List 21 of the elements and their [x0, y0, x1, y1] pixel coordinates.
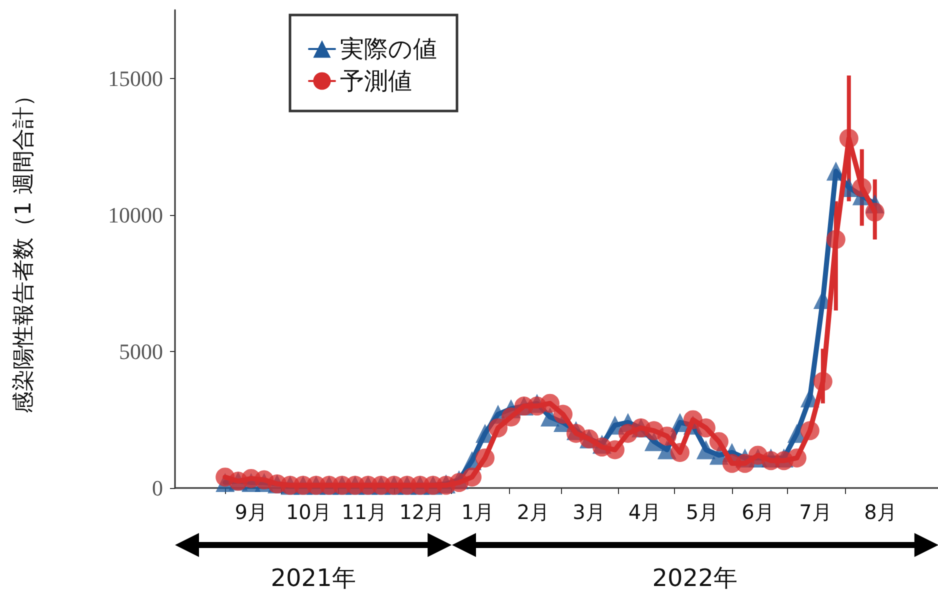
y-axis-title: 感染陽性報告者数（1 週間合計）: [12, 84, 36, 414]
x-tick-label: 1月: [461, 500, 494, 524]
y-tick-label: 10000: [108, 202, 163, 228]
legend-label: 実際の値: [340, 35, 437, 63]
x-tick-label: 4月: [628, 500, 662, 524]
text: 2021年: [270, 563, 356, 593]
x-tick-label: 10月: [286, 500, 332, 524]
y-tick-label: 5000: [119, 338, 163, 364]
x-tick-label: 12月: [399, 500, 445, 524]
legend-label: 予測値: [340, 67, 412, 95]
x-tick-label: 8月: [864, 500, 897, 524]
x-tick-label: 6月: [742, 500, 774, 524]
y-tick-label: 15000: [108, 66, 163, 91]
x-tick-label: 2月: [516, 500, 550, 524]
x-tick-label: 9月: [234, 500, 268, 524]
text: 2022年: [652, 563, 738, 593]
y-tick-label: 0: [152, 476, 163, 500]
x-tick-label: 7月: [799, 500, 832, 524]
x-tick-label: 3月: [572, 500, 606, 524]
x-tick-label: 5月: [686, 500, 719, 524]
x-tick-label: 11月: [342, 500, 388, 524]
